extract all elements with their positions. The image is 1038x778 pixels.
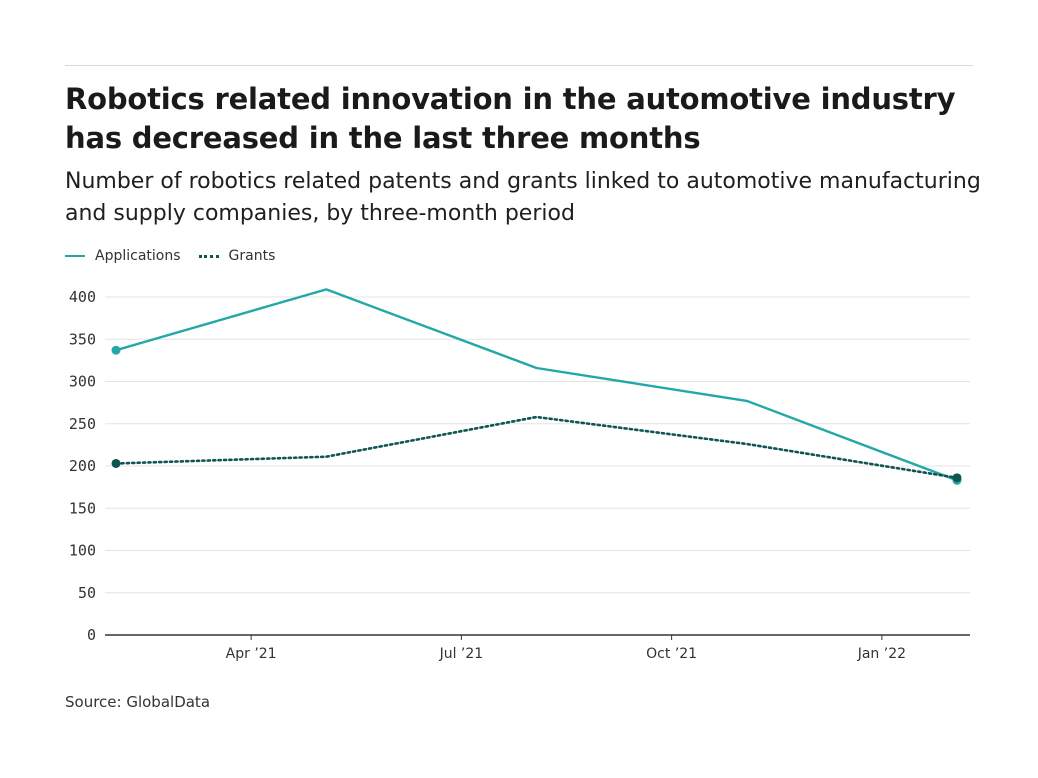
data-point-grants bbox=[952, 473, 962, 483]
chart-title: Robotics related innovation in the autom… bbox=[65, 82, 956, 155]
y-tick-label: 300 bbox=[69, 373, 96, 391]
series-line-grants bbox=[114, 415, 959, 480]
data-point-applications bbox=[111, 345, 121, 355]
x-tick-label: Oct ’21 bbox=[646, 646, 697, 662]
data-point-grants bbox=[111, 458, 121, 468]
x-tick-label: Jul ’21 bbox=[439, 646, 484, 662]
y-tick-label: 100 bbox=[69, 542, 96, 560]
y-tick-label: 150 bbox=[69, 499, 96, 517]
top-rule bbox=[65, 65, 973, 66]
source-note: Source: GlobalData bbox=[65, 693, 211, 711]
legend-label-grants: Grants bbox=[228, 248, 276, 264]
y-tick-label: 400 bbox=[69, 288, 96, 306]
legend-item-grants: Grants bbox=[198, 248, 276, 264]
y-tick-label: 0 bbox=[87, 626, 96, 644]
y-tick-label: 50 bbox=[78, 584, 96, 602]
legend-swatch-applications bbox=[65, 255, 85, 257]
legend-item-applications: Applications bbox=[65, 248, 181, 264]
legend-label-applications: Applications bbox=[95, 248, 181, 264]
legend-swatch-grants bbox=[198, 254, 219, 258]
x-tick-label: Jan ’22 bbox=[857, 646, 906, 662]
y-tick-label: 200 bbox=[69, 457, 96, 475]
y-tick-label: 250 bbox=[69, 415, 96, 433]
chart-subtitle: Number of robotics related patents and g… bbox=[65, 169, 981, 226]
x-tick-label: Apr ’21 bbox=[226, 646, 277, 662]
series-line-applications bbox=[115, 288, 958, 482]
y-tick-label: 350 bbox=[69, 330, 96, 348]
legend: Applications Grants bbox=[65, 245, 293, 267]
